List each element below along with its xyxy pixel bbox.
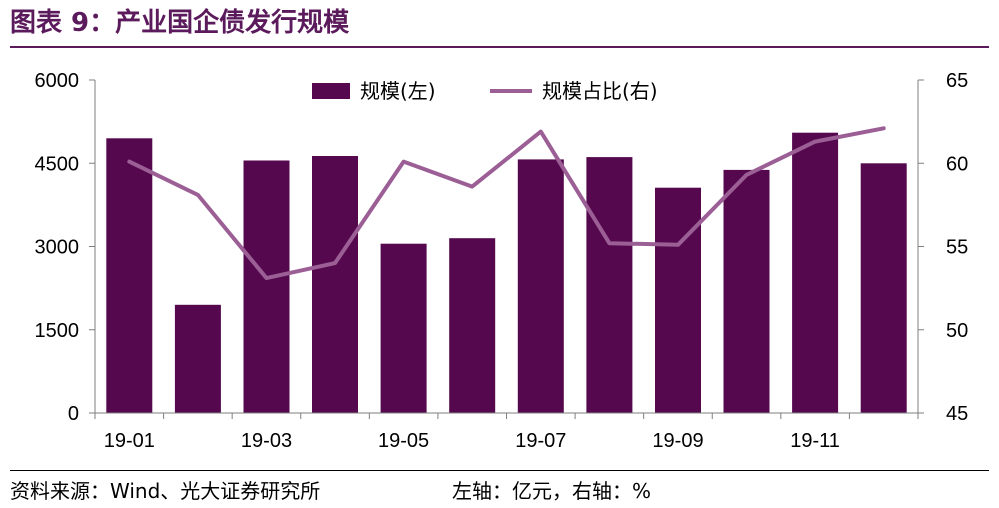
left-tick-label-6000: 6000 (35, 70, 80, 92)
bar-19-10 (723, 169, 770, 413)
source-note: 资料来源：Wind、光大证券研究所 (10, 479, 321, 503)
figure-title: 图表 9：产业国企债发行规模 (10, 8, 350, 38)
chart-area: 0 1500 3000 4500 6000 45 50 55 60 65 19-01 19-03 19-… (35, 70, 969, 452)
x-tick-label-19-11: 19-11 (790, 430, 840, 452)
x-tick-label-19-07: 19-07 (515, 430, 566, 452)
left-tick-label-3000: 3000 (35, 237, 80, 259)
x-tick-label-19-01: 19-01 (104, 430, 155, 452)
left-tick-label-4500: 4500 (35, 153, 80, 175)
left-tick-label-1500: 1500 (35, 320, 80, 342)
legend-line-label: 规模占比(右) (542, 79, 658, 103)
bar-19-09 (655, 187, 701, 413)
bar-19-04 (312, 156, 358, 413)
bar-19-11 (792, 132, 839, 413)
bar-19-07 (517, 159, 564, 413)
bar-19-12 (860, 163, 907, 414)
axes-group: 0 1500 3000 4500 6000 45 50 55 60 65 19-01 19-03 19-… (35, 70, 969, 452)
bar-19-08 (586, 157, 633, 413)
left-tick-label-0: 0 (68, 403, 79, 425)
share-line (127, 126, 886, 281)
bar-19-01 (106, 138, 153, 414)
right-tick-label-45: 45 (946, 403, 968, 425)
bar-19-06 (449, 238, 496, 413)
legend: 规模(左) 规模占比(右) (312, 79, 658, 103)
x-tick-label-19-05: 19-05 (378, 430, 429, 452)
right-tick-label-50: 50 (946, 320, 968, 342)
right-tick-label-55: 55 (946, 237, 968, 259)
right-tick-label-60: 60 (946, 153, 968, 175)
bar-19-03 (243, 160, 290, 413)
legend-bar-label: 规模(左) (360, 79, 436, 103)
source-row: 资料来源：Wind、光大证券研究所 左轴：亿元，右轴：% (10, 478, 989, 504)
title-block: 图表 9：产业国企债发行规模 (10, 6, 989, 48)
line-series-group (127, 126, 886, 281)
right-tick-label-65: 65 (946, 70, 968, 92)
bar-19-05 (380, 243, 427, 413)
x-tick-label-19-09: 19-09 (652, 430, 703, 452)
x-tick-label-19-03: 19-03 (241, 430, 292, 452)
bar-19-02 (174, 304, 221, 413)
source-divider (10, 470, 989, 471)
bar-series-group (106, 132, 907, 414)
axis-unit-note: 左轴：亿元，右轴：% (452, 479, 652, 503)
title-underline (10, 46, 989, 48)
legend-bar-swatch (312, 83, 350, 99)
